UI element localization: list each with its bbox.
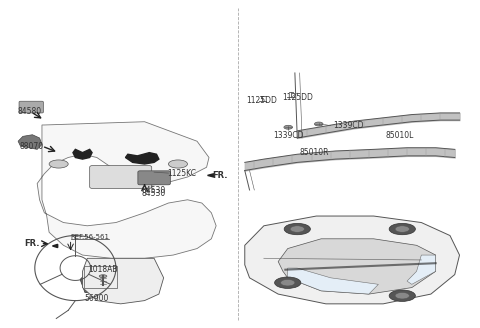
Polygon shape	[18, 135, 42, 149]
Polygon shape	[125, 153, 159, 164]
Text: 1339CD: 1339CD	[333, 121, 363, 131]
Ellipse shape	[284, 125, 292, 129]
Polygon shape	[73, 149, 92, 159]
Text: 1125KC: 1125KC	[167, 169, 196, 178]
Polygon shape	[288, 268, 378, 294]
Ellipse shape	[281, 279, 295, 286]
Polygon shape	[52, 244, 58, 248]
Text: REF.56-561: REF.56-561	[70, 234, 109, 240]
Ellipse shape	[275, 277, 301, 288]
Ellipse shape	[389, 290, 415, 301]
Ellipse shape	[395, 293, 409, 299]
Text: 1339CD: 1339CD	[273, 131, 303, 139]
Ellipse shape	[290, 226, 304, 232]
Ellipse shape	[314, 122, 323, 126]
FancyBboxPatch shape	[90, 166, 152, 188]
Text: 84580: 84580	[17, 108, 41, 116]
Text: 88070: 88070	[19, 142, 44, 151]
Text: 1018AB: 1018AB	[88, 265, 118, 274]
Polygon shape	[407, 255, 436, 284]
Ellipse shape	[49, 160, 68, 168]
Text: 1125DD: 1125DD	[247, 96, 277, 105]
Ellipse shape	[168, 160, 188, 168]
Polygon shape	[207, 174, 214, 177]
Text: 84530: 84530	[142, 186, 166, 195]
Polygon shape	[83, 258, 164, 304]
FancyBboxPatch shape	[19, 101, 43, 113]
Text: 85010L: 85010L	[386, 131, 414, 140]
Ellipse shape	[284, 223, 311, 235]
Text: 85010R: 85010R	[299, 149, 329, 157]
Polygon shape	[37, 122, 216, 258]
FancyBboxPatch shape	[138, 171, 170, 185]
Text: FR.: FR.	[212, 171, 228, 180]
Text: 84530: 84530	[142, 189, 166, 198]
Ellipse shape	[395, 226, 409, 232]
Polygon shape	[245, 216, 459, 304]
Polygon shape	[80, 275, 109, 295]
Ellipse shape	[99, 275, 107, 278]
Polygon shape	[278, 239, 436, 294]
Text: 1125DD: 1125DD	[282, 93, 312, 102]
Text: FR.: FR.	[24, 239, 40, 248]
Ellipse shape	[389, 223, 415, 235]
Text: 56900: 56900	[84, 295, 109, 303]
